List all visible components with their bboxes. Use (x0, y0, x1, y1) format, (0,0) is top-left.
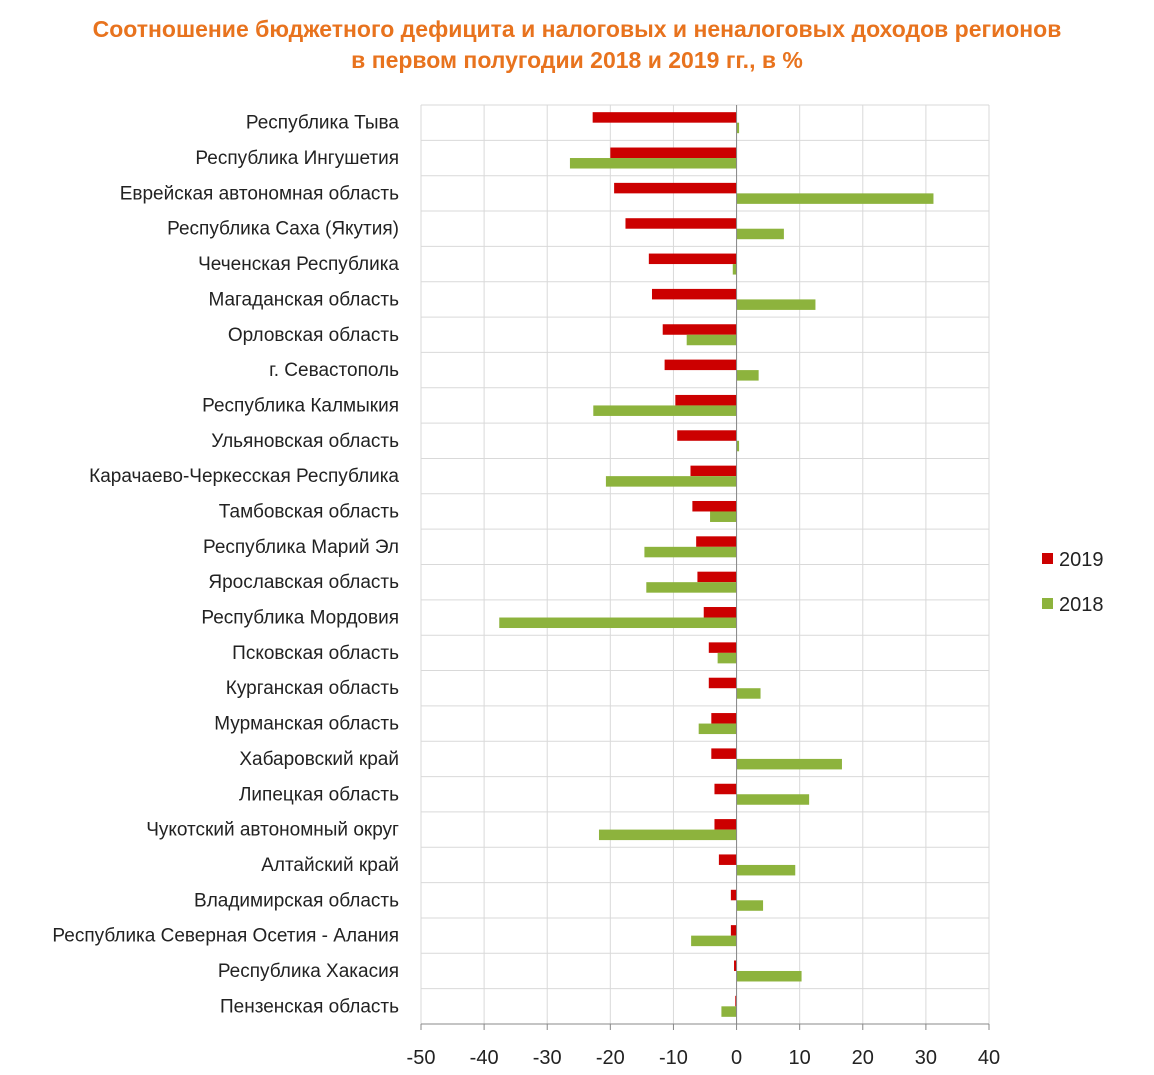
bar-2019 (662, 324, 737, 335)
bar-2019 (625, 218, 737, 229)
bar-2019 (711, 713, 737, 724)
bar-2019 (703, 607, 737, 618)
bar-2019 (696, 536, 737, 547)
x-tick-label: 20 (852, 1047, 874, 1069)
bar-2018 (736, 864, 796, 876)
bar-2019 (614, 182, 737, 194)
category-label: Республика Северная Осетия - Алания (52, 926, 399, 947)
category-label: Псковская область (232, 643, 399, 664)
bar-2019 (664, 359, 737, 371)
bar-2019 (592, 112, 737, 123)
category-label: Мурманская область (214, 714, 399, 735)
bar-2019 (734, 960, 737, 971)
bar-2019 (708, 677, 737, 689)
category-label: Республика Марий Эл (203, 537, 399, 558)
x-tick-label: 30 (915, 1047, 937, 1069)
bar-2019 (714, 819, 737, 830)
bar-2019 (692, 500, 737, 512)
category-label: Магаданская область (208, 289, 399, 310)
category-label: Тамбовская область (219, 501, 399, 522)
x-tick-label: 0 (731, 1047, 742, 1069)
x-tick-label: 10 (789, 1047, 811, 1069)
bar-2018 (736, 794, 810, 805)
category-label: Курганская область (226, 678, 399, 699)
category-label: Карачаево-Черкесская Республика (89, 466, 399, 487)
bar-2018 (593, 405, 737, 416)
bar-2019 (648, 253, 737, 265)
category-label: Республика Хакасия (218, 961, 399, 982)
category-label: Орловская область (228, 325, 399, 346)
bar-2018 (686, 334, 737, 346)
bar-2018 (736, 688, 761, 699)
x-tick-label: -10 (659, 1047, 688, 1069)
legend-label-2018: 2018 (1059, 594, 1104, 616)
bar-2018 (732, 264, 737, 275)
category-label: Еврейская автономная область (120, 183, 399, 204)
bar-2018 (736, 970, 802, 982)
category-label: Республика Ингушетия (195, 148, 399, 169)
chart-title-block: Соотношение бюджетного дефицита и налого… (0, 14, 1154, 76)
bar-2019 (675, 394, 737, 406)
bar-2018 (736, 758, 842, 770)
bar-2018 (736, 299, 816, 310)
x-tick-label: -30 (533, 1047, 562, 1069)
bar-2018 (691, 935, 737, 947)
category-label: Чеченская Республика (198, 254, 399, 275)
category-label: Республика Тыва (246, 113, 400, 134)
chart-title: Соотношение бюджетного дефицита и налого… (92, 16, 1062, 42)
category-label: Липецкая область (239, 784, 399, 805)
category-label: Чукотский автономный округ (146, 820, 399, 841)
bar-2019 (718, 854, 737, 865)
bar-2018 (698, 723, 737, 735)
bar-2018 (710, 511, 737, 522)
chart-subtitle: в первом полугодии 2018 и 2019 гг., в % (351, 47, 803, 73)
category-label: Владимирская область (194, 890, 399, 911)
bar-2018 (736, 228, 784, 240)
bar-2018 (736, 440, 740, 452)
bar-2019 (730, 889, 737, 901)
category-label: Хабаровский край (239, 749, 399, 770)
bar-2018 (736, 900, 764, 911)
bar-2018 (721, 1006, 737, 1017)
bar-2019 (697, 571, 737, 583)
bar-2018 (605, 476, 737, 487)
bar-2019 (730, 925, 737, 936)
bar-2018 (736, 122, 740, 134)
bar-2019 (708, 642, 737, 653)
bar-2018 (736, 193, 934, 204)
category-label: Ярославская область (208, 572, 399, 593)
bar-2019 (610, 147, 737, 159)
x-tick-label: -50 (407, 1047, 436, 1069)
legend-label-2019: 2019 (1059, 549, 1104, 571)
bar-2019 (714, 783, 737, 795)
category-label: Алтайский край (261, 855, 399, 876)
x-tick-label: 40 (978, 1047, 1000, 1069)
category-label: Республика Саха (Якутия) (167, 219, 399, 240)
bar-2018 (644, 546, 737, 558)
bar-2019 (735, 995, 737, 1007)
category-label: Республика Мордовия (201, 608, 399, 629)
category-label: Республика Калмыкия (202, 395, 399, 416)
category-label: Ульяновская область (211, 431, 399, 452)
bar-2018 (717, 652, 737, 664)
bar-2018 (569, 158, 737, 169)
bar-2019 (711, 748, 737, 759)
bar-2019 (677, 430, 737, 441)
category-label: г. Севастополь (269, 360, 399, 381)
x-tick-label: -20 (596, 1047, 625, 1069)
category-label: Пензенская область (220, 996, 399, 1017)
bar-2018 (736, 370, 759, 381)
legend-swatch-2018 (1042, 598, 1053, 609)
bar-2019 (651, 288, 737, 300)
bar-2019 (690, 465, 737, 477)
x-tick-label: -40 (470, 1047, 499, 1069)
bar-2018 (598, 829, 737, 841)
bar-2018 (499, 617, 737, 629)
legend-swatch-2019 (1042, 553, 1053, 564)
bar-2018 (646, 582, 737, 593)
